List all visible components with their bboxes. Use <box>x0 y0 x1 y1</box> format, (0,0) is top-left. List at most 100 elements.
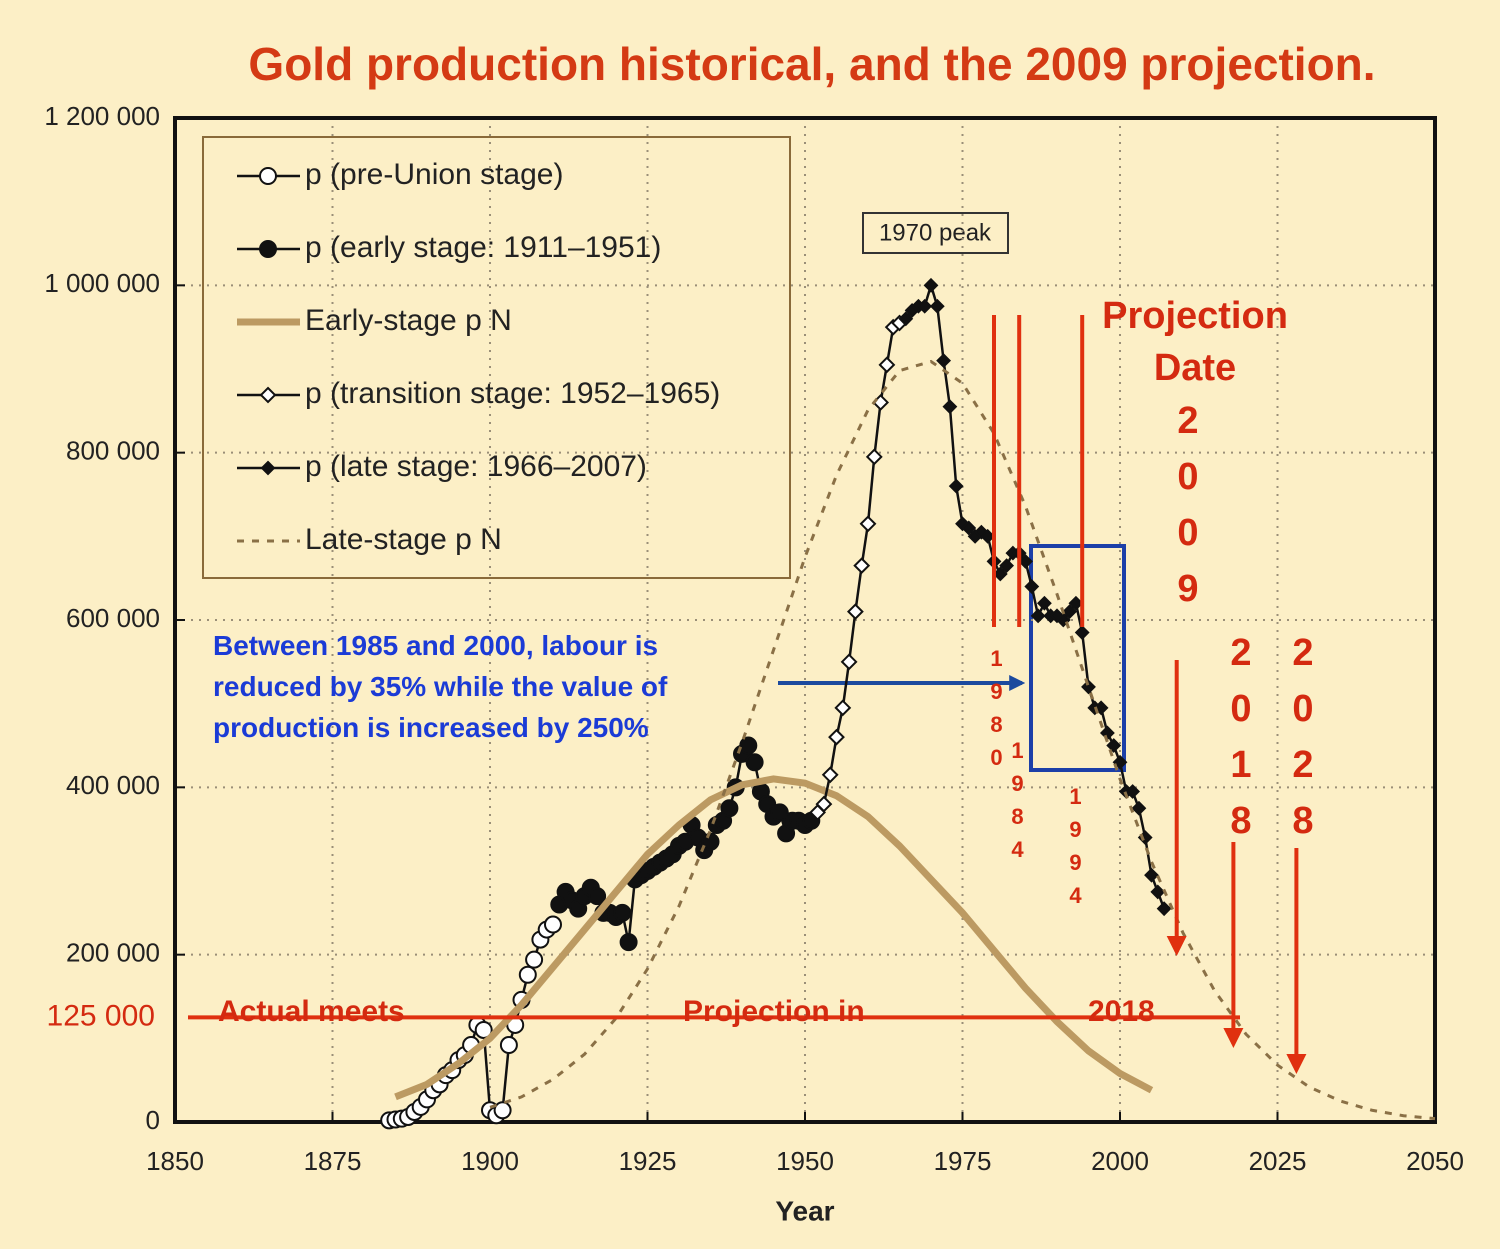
data-point <box>961 520 977 536</box>
projection-date: 2018 <box>1220 632 1262 856</box>
data-point <box>865 448 883 466</box>
data-point <box>980 528 996 544</box>
legend-marker <box>260 460 276 476</box>
meets-text: Projection in <box>683 995 865 1028</box>
data-point <box>815 795 833 813</box>
marker-year: 1980 <box>984 646 1009 778</box>
data-point <box>846 603 864 621</box>
data-point <box>898 311 914 327</box>
data-point <box>613 903 632 922</box>
callout-text: Between 1985 and 2000, labour is reduced… <box>213 630 668 743</box>
data-point <box>1081 679 1096 695</box>
x-tick-label: 1850 <box>146 1146 204 1176</box>
y-tick-label: 1 000 000 <box>44 268 160 298</box>
data-point <box>745 753 764 772</box>
x-tick-label: 1925 <box>619 1146 677 1176</box>
legend-box <box>202 136 791 579</box>
data-point <box>853 557 871 575</box>
meets-text: 2018 <box>1088 995 1155 1028</box>
data-point <box>739 736 758 755</box>
data-point <box>1156 901 1172 917</box>
marker-year: 1994 <box>1063 784 1088 916</box>
data-point <box>1018 554 1033 569</box>
chart-title: Gold production historical, and the 2009… <box>248 38 1375 90</box>
peak-label: 1970 peak <box>879 219 992 246</box>
y-tick-label: 1 200 000 <box>44 101 160 131</box>
data-point <box>992 566 1008 582</box>
data-point <box>942 399 958 415</box>
legend-marker <box>259 386 277 404</box>
y-tick-label: 600 000 <box>66 603 160 633</box>
data-point <box>948 478 964 494</box>
data-point <box>770 803 789 822</box>
x-tick-label: 1900 <box>461 1146 519 1176</box>
x-tick-label: 1950 <box>776 1146 834 1176</box>
legend-marker <box>259 240 277 258</box>
data-point <box>923 277 939 293</box>
peak-label-box <box>862 212 1009 254</box>
data-point <box>999 558 1015 574</box>
data-point <box>1030 608 1046 624</box>
projection-date: 2009 <box>1167 400 1209 624</box>
data-point <box>1131 800 1147 816</box>
data-point <box>474 1020 493 1039</box>
data-point <box>720 799 739 818</box>
projection-heading: Projection Date <box>1102 295 1288 389</box>
data-point <box>929 298 945 314</box>
data-point <box>1024 579 1040 594</box>
data-point <box>525 950 544 969</box>
x-tick-label: 1875 <box>304 1146 362 1176</box>
legend-label: Early-stage p N <box>305 304 512 337</box>
data-point <box>1099 725 1115 741</box>
projection-date: 2028 <box>1282 632 1324 856</box>
data-point <box>1150 884 1166 900</box>
legend-label: p (transition stage: 1952–1965) <box>305 377 720 410</box>
data-point <box>1144 867 1159 883</box>
data-point <box>493 1101 512 1120</box>
data-point <box>1074 625 1090 640</box>
data-point <box>834 699 852 717</box>
data-point <box>828 728 845 746</box>
x-tick-label: 1975 <box>934 1146 992 1176</box>
reference-label: 125 000 <box>47 999 155 1032</box>
data-point <box>1049 608 1065 624</box>
data-point <box>588 887 607 906</box>
data-point <box>1068 595 1084 611</box>
data-point <box>544 915 562 934</box>
data-point <box>619 933 638 952</box>
data-point <box>518 965 537 984</box>
x-tick-label: 2050 <box>1406 1146 1464 1176</box>
y-tick-label: 400 000 <box>66 770 160 800</box>
data-point <box>1112 754 1128 770</box>
plot-frame <box>173 116 1437 1124</box>
data-point <box>859 515 877 533</box>
meets-text: Actual meets <box>218 995 405 1028</box>
data-point <box>499 1036 518 1055</box>
data-point <box>936 353 952 369</box>
data-point <box>821 766 839 784</box>
legend-label: Late-stage p N <box>305 523 502 556</box>
series-line <box>489 359 1436 1121</box>
highlight-box <box>1029 544 1126 772</box>
data-point <box>1125 784 1141 799</box>
data-point <box>840 653 858 671</box>
legend-label: p (late stage: 1966–2007) <box>305 450 647 483</box>
y-tick-label: 0 <box>146 1105 160 1135</box>
data-point <box>1106 738 1122 753</box>
legend-marker <box>259 167 277 185</box>
series-line <box>394 775 1154 1101</box>
data-point <box>917 298 933 314</box>
data-point <box>1036 595 1052 611</box>
y-tick-label: 200 000 <box>66 938 160 968</box>
x-tick-label: 2000 <box>1091 1146 1149 1176</box>
x-axis-label: Year <box>775 1195 834 1226</box>
legend-label: p (early stage: 1911–1951) <box>305 231 661 264</box>
marker-year: 1984 <box>1005 738 1030 870</box>
legend-label: p (pre-Union stage) <box>305 158 563 191</box>
x-tick-label: 2025 <box>1249 1146 1307 1176</box>
data-point <box>1062 604 1078 620</box>
y-tick-label: 800 000 <box>66 436 160 466</box>
data-point <box>878 356 896 374</box>
